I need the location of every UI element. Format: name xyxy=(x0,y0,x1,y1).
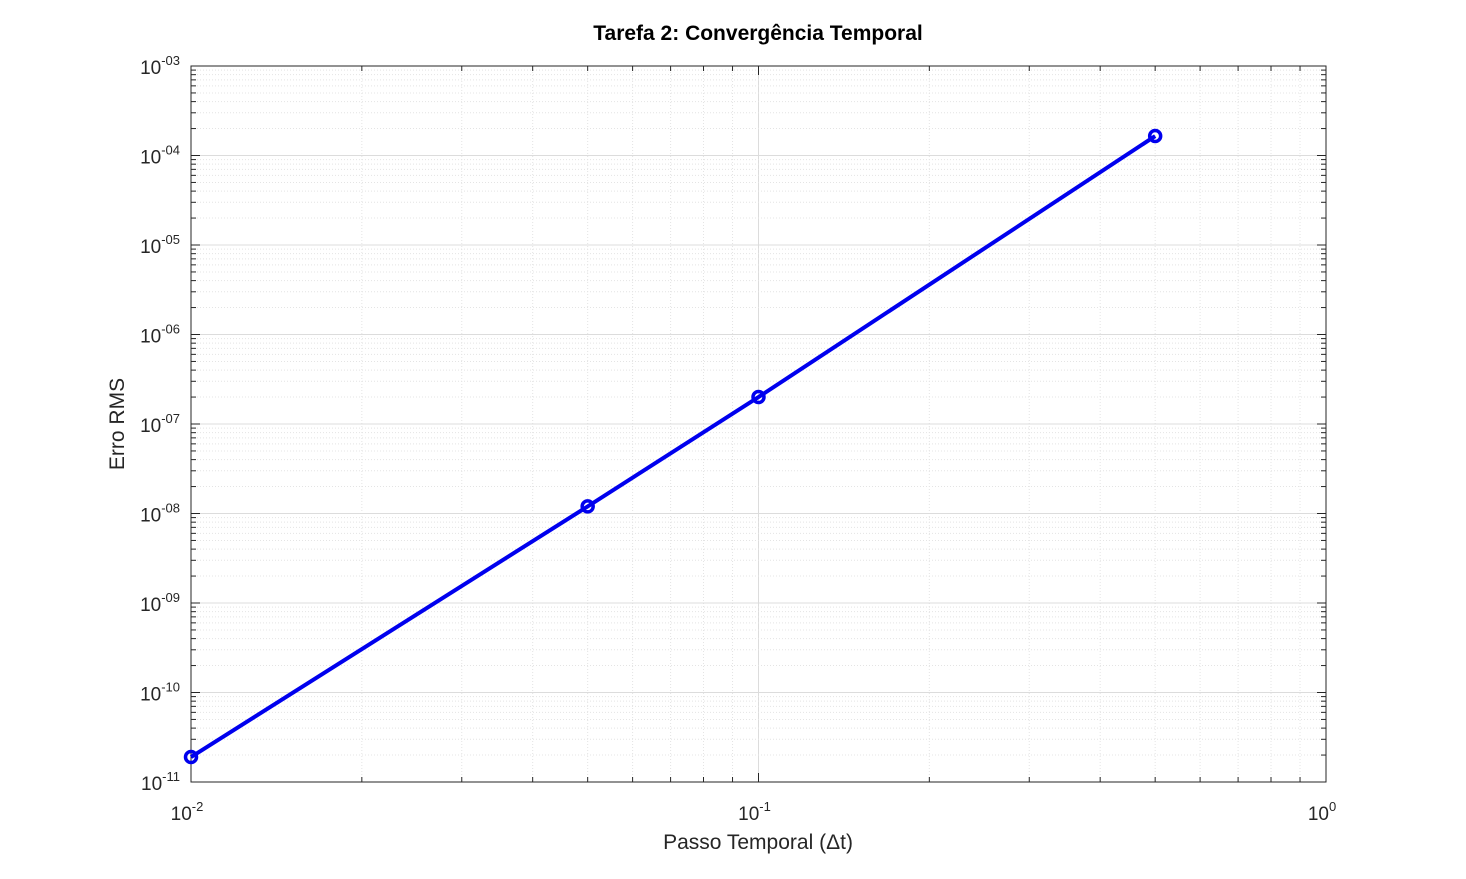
y-axis-label: Erro RMS xyxy=(106,378,129,470)
y-tick-label: 10-06 xyxy=(140,322,180,348)
series-line xyxy=(189,134,1157,759)
y-tick-label: 10-09 xyxy=(140,590,180,616)
y-tick-label: 10-10 xyxy=(140,680,180,706)
y-tick-label: 10-08 xyxy=(140,501,180,527)
x-tick-labels: 10-2 10-1 100 xyxy=(171,799,1337,825)
data-point xyxy=(751,389,766,405)
x-tick-label: 10-1 xyxy=(738,799,771,825)
data-point xyxy=(1147,128,1163,144)
grid-lines xyxy=(191,66,1326,782)
series-group xyxy=(183,128,1163,765)
x-tick-label: 100 xyxy=(1308,799,1336,825)
y-tick-labels: 10-11 10-10 10-09 10-08 10-07 10-06 10-05 10-04… xyxy=(140,53,180,795)
x-tick-label: 10-2 xyxy=(171,799,204,825)
data-point xyxy=(183,749,199,765)
y-tick-label: 10-05 xyxy=(140,232,180,258)
y-tick-label: 10-03 xyxy=(140,53,180,79)
y-tick-label: 10-11 xyxy=(141,769,180,795)
y-tick-label: 10-04 xyxy=(140,143,180,169)
tick-marks xyxy=(190,66,1326,783)
y-tick-label: 10-07 xyxy=(140,411,180,437)
x-axis-label: Passo Temporal (Δt) xyxy=(663,831,853,854)
chart-title: Tarefa 2: Convergência Temporal xyxy=(593,22,923,45)
data-point xyxy=(580,499,595,514)
